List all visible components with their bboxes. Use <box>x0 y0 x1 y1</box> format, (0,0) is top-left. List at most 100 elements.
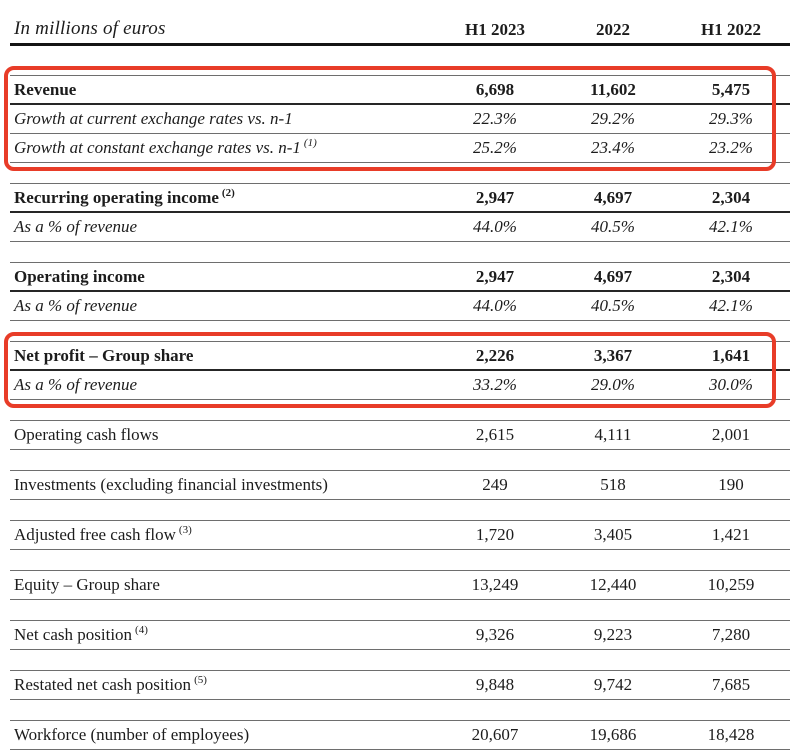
section-gap <box>10 242 790 262</box>
table-section: Operating cash flows 2,615 4,111 2,001 <box>10 420 790 450</box>
row-label: Operating income <box>10 267 436 287</box>
row-label: Net cash position (4) <box>10 625 436 645</box>
table-row: Workforce (number of employees) 20,607 19,… <box>10 721 790 750</box>
value-cell: 19,686 <box>589 725 637 744</box>
table-header-row: In millions of euros H1 2023 2022 H1 202… <box>10 10 790 46</box>
table-row: Growth at current exchange rates vs. n-1… <box>10 105 790 134</box>
section-gap <box>10 163 790 183</box>
row-label: Growth at current exchange rates vs. n-1 <box>10 109 436 129</box>
value-cell: 1,421 <box>711 525 751 544</box>
row-label-text: Recurring operating income <box>14 187 219 207</box>
table-row: Adjusted free cash flow (3) 1,720 3,405 1,42… <box>10 521 790 550</box>
value-cell: 6,698 <box>475 79 515 99</box>
section-gap <box>10 321 790 341</box>
value-cell: 2,947 <box>475 266 515 286</box>
row-label-text: Net profit – Group share <box>14 345 194 365</box>
row-label: Workforce (number of employees) <box>10 725 436 745</box>
table-row: Investments (excluding financial investm… <box>10 471 790 500</box>
footnote-marker: (2) <box>221 186 235 199</box>
highlighted-section-wrapper: Net profit – Group share 2,226 3,367 1,641 A… <box>4 332 790 408</box>
row-label-text: Workforce (number of employees) <box>14 725 250 744</box>
table-section: Equity – Group share 13,249 12,440 10,259 <box>10 570 790 600</box>
row-label-text: As a % of revenue <box>14 375 138 394</box>
row-label-text: As a % of revenue <box>14 296 138 315</box>
header-spacer <box>10 46 790 75</box>
table-section: Operating income 2,947 4,697 2,304 As a % of… <box>10 262 790 321</box>
value-cell: 4,111 <box>594 425 632 444</box>
value-cell: 9,326 <box>475 625 515 644</box>
value-cell: 29.3% <box>709 109 753 128</box>
value-cell: 4,697 <box>593 266 633 286</box>
table-row: As a % of revenue 44.0% 40.5% 42.1% <box>10 213 790 242</box>
value-cell: 1,720 <box>475 525 515 544</box>
value-cell: 40.5% <box>591 296 635 315</box>
value-cell: 23.2% <box>709 138 753 157</box>
column-header-h1-2022: H1 2022 <box>701 20 761 39</box>
row-label-text: Net cash position <box>14 625 133 644</box>
table-row: Recurring operating income (2) 2,947 4,697 2… <box>10 184 790 213</box>
value-cell: 29.0% <box>591 375 635 394</box>
highlighted-section-wrapper: Revenue 6,698 11,602 5,475 Growth at current… <box>4 66 790 171</box>
value-cell: 2,947 <box>475 187 515 207</box>
value-cell: 33.2% <box>473 375 517 394</box>
row-label-text: Operating cash flows <box>14 425 159 444</box>
table-section: Investments (excluding financial investm… <box>10 470 790 500</box>
row-label: As a % of revenue <box>10 217 436 237</box>
value-cell: 249 <box>482 475 508 494</box>
table-section: Adjusted free cash flow (3) 1,720 3,405 1,42… <box>10 520 790 550</box>
value-cell: 20,607 <box>471 725 519 744</box>
value-cell: 7,685 <box>711 675 751 694</box>
row-label-text: Growth at constant exchange rates vs. n-… <box>14 138 301 157</box>
value-cell: 42.1% <box>709 217 753 236</box>
footnote-marker: (1) <box>303 137 317 150</box>
table-body: Revenue 6,698 11,602 5,475 Growth at current… <box>4 66 790 750</box>
section-gap <box>10 400 790 420</box>
value-cell: 518 <box>600 475 626 494</box>
table-section: Revenue 6,698 11,602 5,475 Growth at current… <box>10 75 790 163</box>
table-row: Operating income 2,947 4,697 2,304 <box>10 263 790 292</box>
table-section: Restated net cash position (5) 9,848 9,742 7… <box>10 670 790 700</box>
value-cell: 2,304 <box>711 266 751 286</box>
value-cell: 22.3% <box>473 109 517 128</box>
row-label-text: Operating income <box>14 266 145 286</box>
section-gap <box>10 500 790 520</box>
row-label: Operating cash flows <box>10 425 436 445</box>
table-section: Workforce (number of employees) 20,607 19,… <box>10 720 790 750</box>
value-cell: 3,367 <box>593 345 633 365</box>
row-label: Net profit – Group share <box>10 346 436 366</box>
value-cell: 9,742 <box>593 675 633 694</box>
value-cell: 30.0% <box>709 375 753 394</box>
value-cell: 44.0% <box>473 217 517 236</box>
table-row: Net cash position (4) 9,326 9,223 7,280 <box>10 621 790 650</box>
row-label: Revenue <box>10 80 436 100</box>
row-label-text: As a % of revenue <box>14 217 138 236</box>
row-label: Adjusted free cash flow (3) <box>10 525 436 545</box>
row-label: Equity – Group share <box>10 575 436 595</box>
value-cell: 44.0% <box>473 296 517 315</box>
value-cell: 7,280 <box>711 625 751 644</box>
section-gap <box>10 700 790 720</box>
value-cell: 2,226 <box>475 345 515 365</box>
value-cell: 5,475 <box>711 79 751 99</box>
footnote-marker: (5) <box>194 674 207 687</box>
section-gap <box>10 450 790 470</box>
table-row: Net profit – Group share 2,226 3,367 1,641 <box>10 342 790 371</box>
value-cell: 13,249 <box>471 575 519 594</box>
column-header-h1-2023: H1 2023 <box>465 20 525 39</box>
table-row: As a % of revenue 44.0% 40.5% 42.1% <box>10 292 790 321</box>
value-cell: 40.5% <box>591 217 635 236</box>
table-row: Growth at constant exchange rates vs. n-… <box>10 134 790 163</box>
table-section: Net profit – Group share 2,226 3,367 1,641 A… <box>10 341 790 400</box>
row-label-text: Revenue <box>14 79 77 99</box>
table-section: Recurring operating income (2) 2,947 4,697 2… <box>10 183 790 242</box>
value-cell: 18,428 <box>707 725 755 744</box>
row-label: Restated net cash position (5) <box>10 675 436 695</box>
row-label: As a % of revenue <box>10 375 436 395</box>
value-cell: 190 <box>718 475 744 494</box>
row-label: As a % of revenue <box>10 296 436 316</box>
value-cell: 2,001 <box>711 425 751 444</box>
value-cell: 25.2% <box>473 138 517 157</box>
section-gap <box>10 550 790 570</box>
value-cell: 9,848 <box>475 675 515 694</box>
